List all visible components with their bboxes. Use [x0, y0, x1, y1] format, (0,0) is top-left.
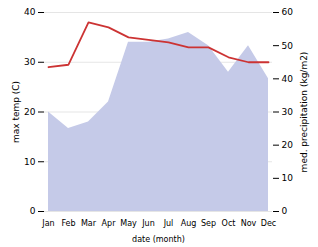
svg-text:Mar: Mar — [81, 219, 97, 228]
svg-text:Aug: Aug — [181, 219, 197, 228]
svg-text:Dec: Dec — [261, 219, 276, 228]
svg-text:max temp (C): max temp (C) — [11, 81, 21, 143]
svg-text:50: 50 — [282, 41, 294, 51]
svg-text:Oct: Oct — [222, 219, 236, 228]
svg-text:60: 60 — [282, 7, 294, 17]
svg-text:40: 40 — [282, 74, 294, 84]
svg-text:Jun: Jun — [141, 219, 155, 228]
svg-text:Sep: Sep — [201, 219, 216, 228]
svg-text:med. precipitation (kg/m2): med. precipitation (kg/m2) — [299, 52, 309, 173]
svg-text:10: 10 — [24, 157, 36, 167]
svg-text:40: 40 — [24, 7, 36, 17]
svg-text:10: 10 — [282, 173, 294, 183]
svg-text:date (month): date (month) — [132, 235, 185, 244]
svg-text:30: 30 — [24, 57, 36, 67]
svg-text:20: 20 — [282, 140, 294, 150]
svg-text:0: 0 — [30, 206, 36, 216]
svg-text:Jul: Jul — [163, 219, 174, 228]
svg-text:Apr: Apr — [102, 219, 117, 228]
svg-text:30: 30 — [282, 107, 294, 117]
svg-text:Jan: Jan — [41, 219, 54, 228]
svg-text:0: 0 — [282, 206, 288, 216]
svg-text:Feb: Feb — [61, 219, 75, 228]
svg-text:20: 20 — [24, 107, 36, 117]
svg-text:Nov: Nov — [241, 219, 257, 228]
svg-text:May: May — [120, 219, 137, 228]
